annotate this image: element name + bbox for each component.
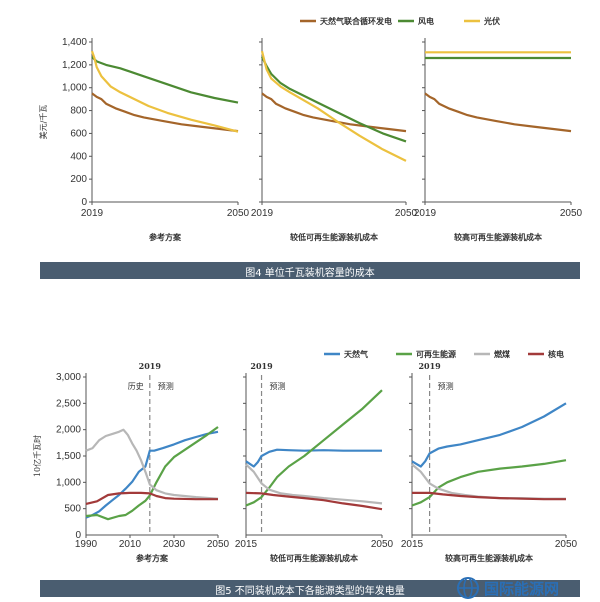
fig4-legend-label: 光伏 xyxy=(483,16,500,26)
fig5-series-line xyxy=(85,426,219,521)
fig5-xlabel: 较低可再生能源装机成本 xyxy=(270,553,358,563)
fig5-legend-label: 核电 xyxy=(548,349,564,359)
fig5-xtick: 2050 xyxy=(371,539,394,550)
fig4-ytick: 200 xyxy=(70,174,87,185)
fig5-2019-marker-label: 2019 xyxy=(418,361,441,371)
fig5-xtick: 2050 xyxy=(555,539,578,550)
fig5-ytick: 2,500 xyxy=(56,398,81,409)
fig4-series-line xyxy=(91,56,239,104)
fig5-series-line xyxy=(85,428,219,500)
fig5-legend-label: 可再生能源 xyxy=(416,349,456,359)
fig4-xlabel: 较低可再生能源装机成本 xyxy=(290,232,378,242)
fig5-xtick: 2010 xyxy=(119,539,142,550)
fig5-series-line xyxy=(245,491,383,511)
figure4-caption-bar: 图4 单位千瓦装机容量的成本 xyxy=(40,262,580,279)
fig5-xtick: 2015 xyxy=(235,539,258,550)
fig5-annotation-history: 历史 xyxy=(128,381,144,391)
fig5-series-line xyxy=(411,402,567,468)
fig5-ytick: 0 xyxy=(75,530,81,541)
fig4-series-line xyxy=(260,50,407,162)
fig5-legend-label: 天然气 xyxy=(344,349,368,359)
globe-logo-icon xyxy=(457,577,479,599)
fig4-xlabel: 较高可再生能源装机成本 xyxy=(454,232,542,242)
fig5-series-line xyxy=(411,459,567,507)
figure5-caption-bar: 图5 不同装机成本下各能源类型的年发电量 xyxy=(40,580,580,597)
fig5-series-line xyxy=(245,448,382,468)
fig5-ytick: 500 xyxy=(64,504,81,515)
fig5-ytick: 1,500 xyxy=(56,451,81,462)
fig5-annotation-forecast: 预测 xyxy=(158,381,174,391)
fig5-series-line xyxy=(85,430,219,519)
fig4-xtick: 2019 xyxy=(81,208,104,219)
fig4-ytick: 0 xyxy=(81,197,87,208)
fig4-series-line xyxy=(91,92,239,133)
fig5-ytick: 2,000 xyxy=(56,425,81,436)
fig4-legend-label: 风电 xyxy=(418,16,434,26)
fig4-ytick: 800 xyxy=(70,106,87,117)
fig5-legend-label: 燃煤 xyxy=(494,349,510,359)
fig5-series-line xyxy=(245,463,383,505)
fig4-series-line xyxy=(90,50,239,133)
fig4-ytick: 600 xyxy=(70,128,87,139)
fig4-ylabel: 美元/千瓦 xyxy=(38,105,48,140)
fig4-xtick: 2019 xyxy=(414,208,437,219)
fig4-legend-label: 天然气联合循环发电 xyxy=(320,16,392,26)
fig5-ytick: 3,000 xyxy=(56,372,81,383)
fig5-series-line xyxy=(85,491,218,505)
fig4-ytick: 1,000 xyxy=(62,83,87,94)
fig4-xtick: 2050 xyxy=(560,208,583,219)
fig4-xtick: 2050 xyxy=(395,208,418,219)
fig5-series-line xyxy=(412,491,566,501)
fig5-xtick: 2015 xyxy=(401,539,424,550)
fig4-series-line xyxy=(424,92,572,133)
fig5-xtick: 2050 xyxy=(207,539,230,550)
figure4-caption: 图4 单位千瓦装机容量的成本 xyxy=(245,268,375,279)
fig5-xtick: 1990 xyxy=(75,539,98,550)
fig5-series-line xyxy=(245,389,383,507)
fig4-xtick: 2050 xyxy=(227,208,250,219)
fig5-xlabel: 参考方案 xyxy=(135,553,169,563)
fig4-xlabel: 参考方案 xyxy=(148,232,182,242)
fig4-series-line xyxy=(261,56,407,143)
fig5-annotation-forecast: 预测 xyxy=(270,381,286,391)
watermark-text: 国际能源网 xyxy=(484,580,560,598)
fig5-xtick: 2030 xyxy=(163,539,186,550)
fig5-xlabel: 较高可再生能源装机成本 xyxy=(445,553,533,563)
fig5-ytick: 1,000 xyxy=(56,477,81,488)
fig5-2019-marker-label: 2019 xyxy=(139,361,162,371)
fig4-xtick: 2019 xyxy=(251,208,274,219)
fig4-ytick: 1,200 xyxy=(62,60,87,71)
fig5-ylabel: 10亿千瓦时 xyxy=(32,435,42,477)
fig4-series-line xyxy=(261,92,407,133)
fig4-ytick: 1,400 xyxy=(62,37,87,48)
fig5-2019-marker-label: 2019 xyxy=(250,361,273,371)
watermark: 国际能源网 xyxy=(432,572,600,602)
fig4-ytick: 400 xyxy=(70,151,87,162)
figure5-caption: 图5 不同装机成本下各能源类型的年发电量 xyxy=(215,586,405,597)
fig5-annotation-forecast: 预测 xyxy=(438,381,454,391)
